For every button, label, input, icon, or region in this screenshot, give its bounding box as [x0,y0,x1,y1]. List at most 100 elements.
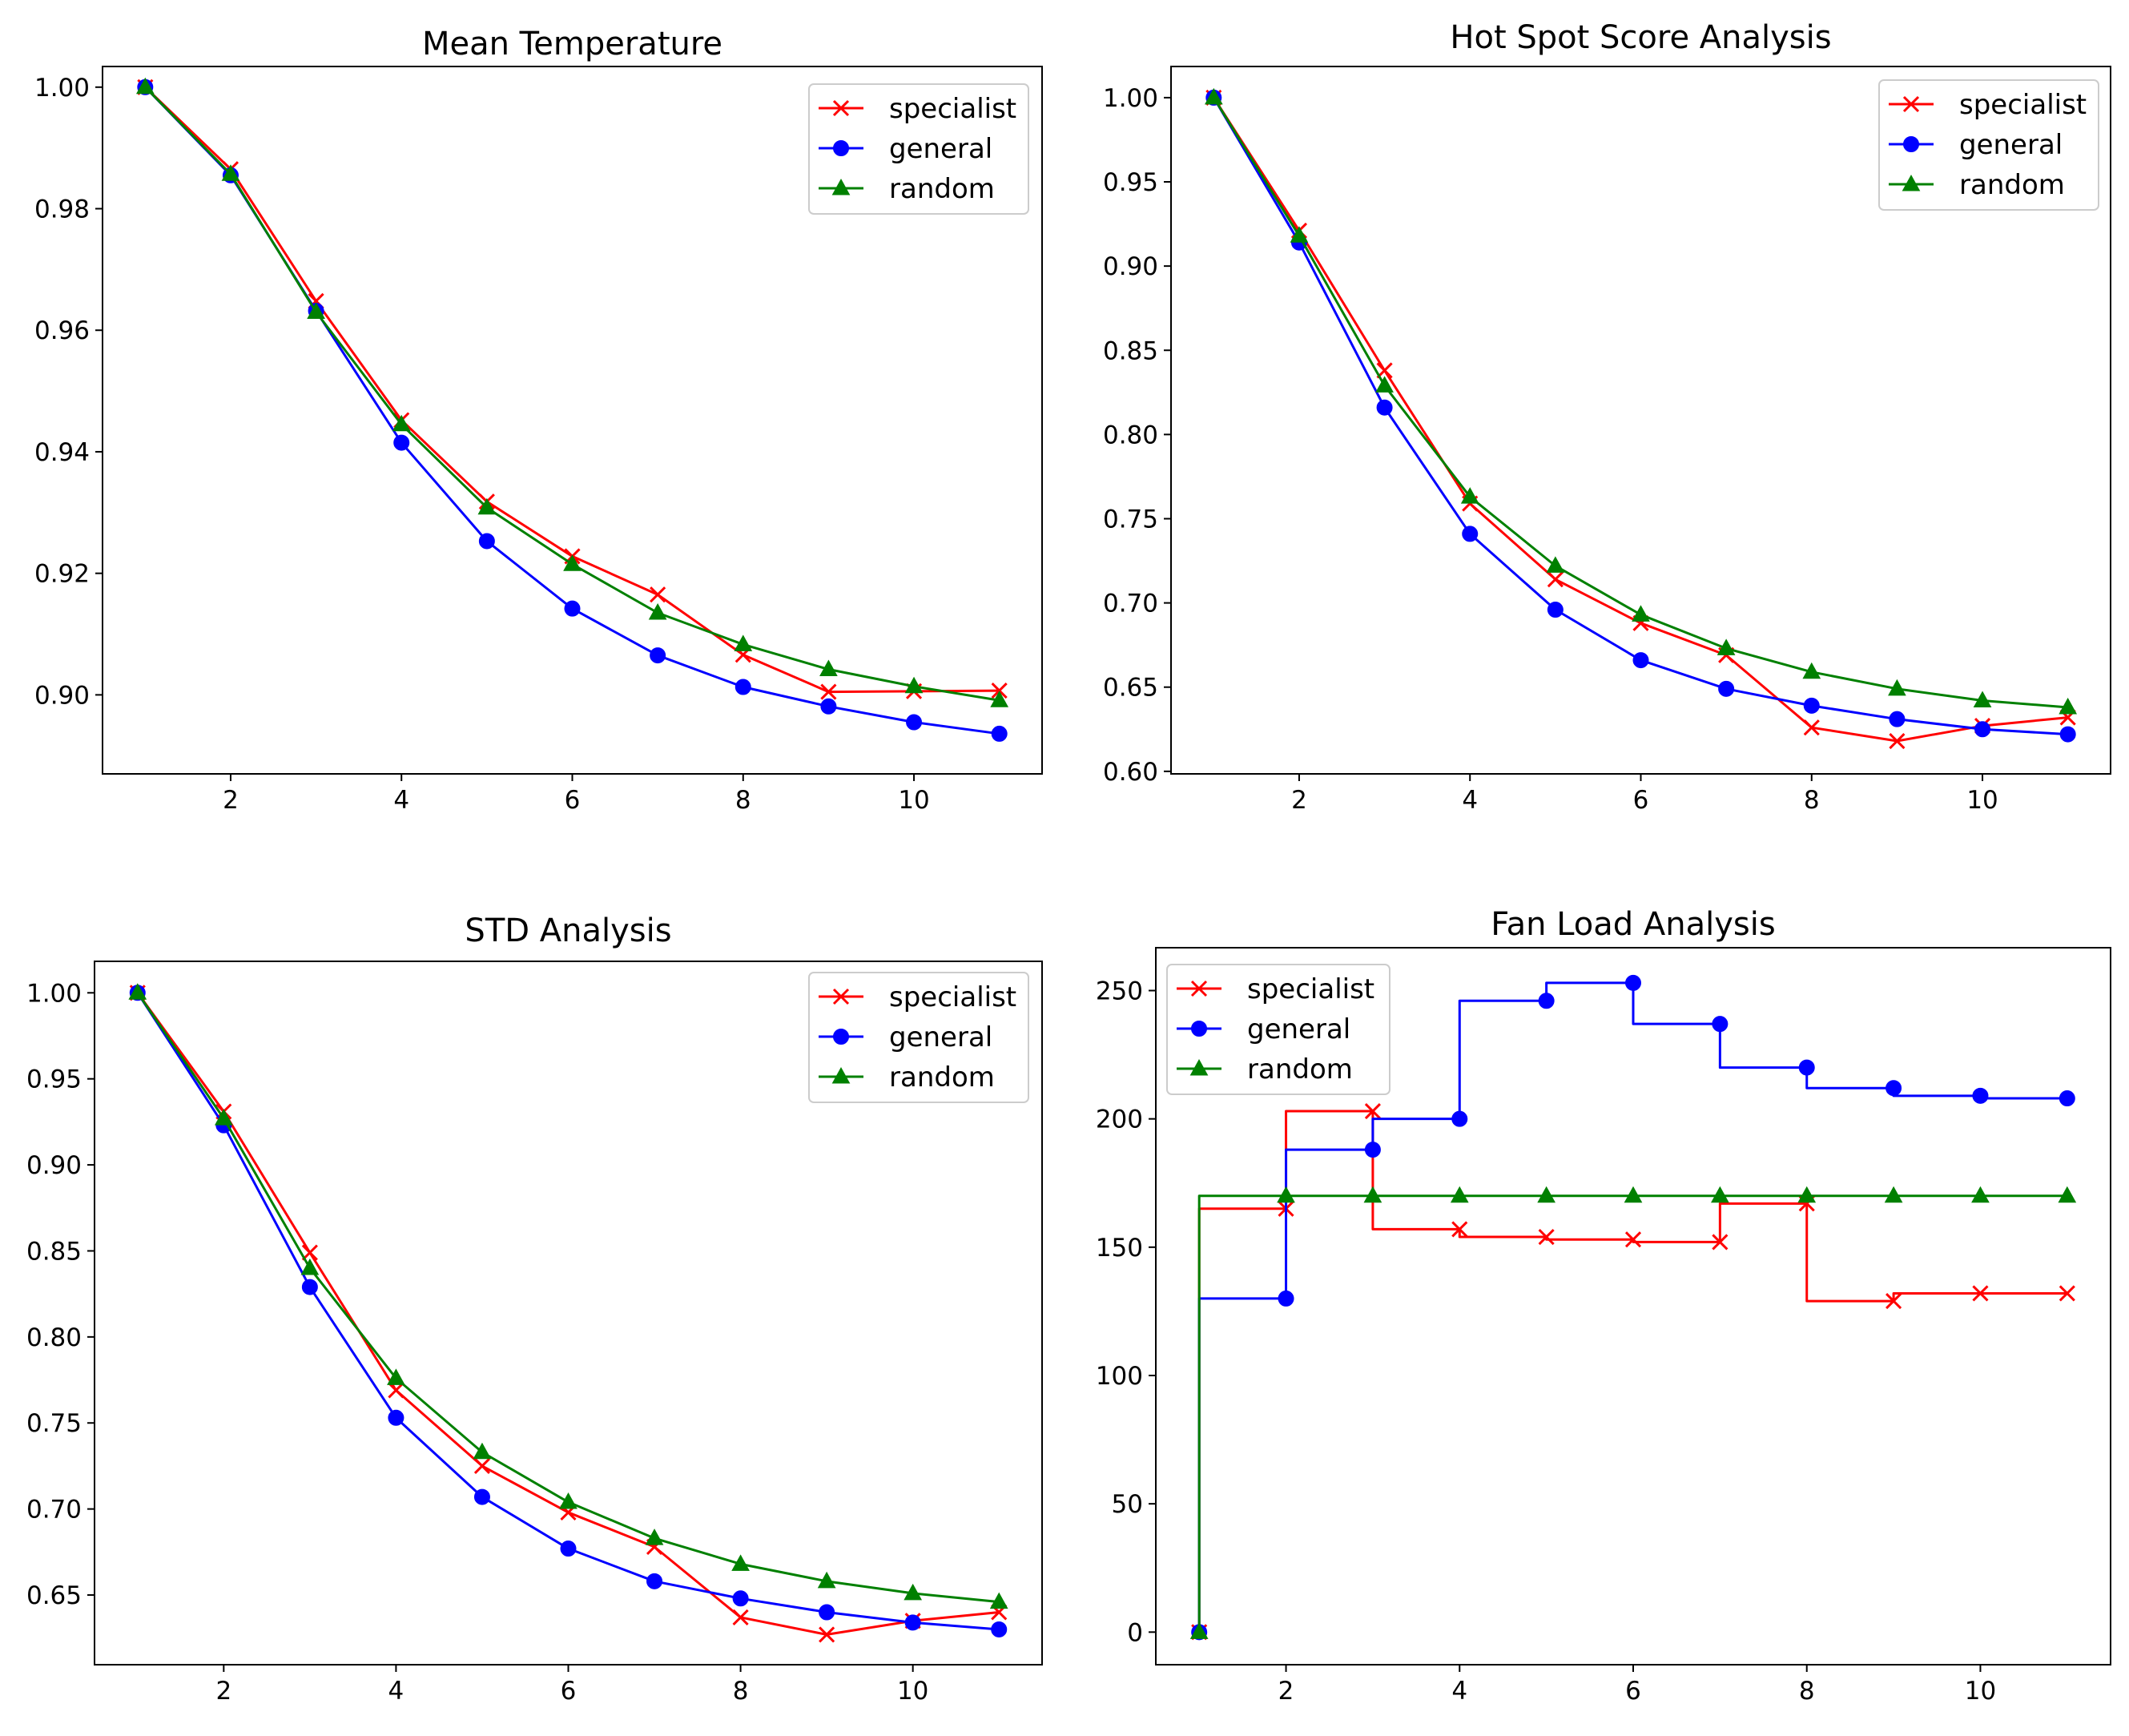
legend-entry-general: general [819,133,992,165]
data-point [128,983,147,1000]
data-point [731,1554,750,1571]
data-point [820,683,837,700]
legend-marker [1190,980,1208,997]
legend-marker [831,1066,851,1084]
chart-title: Mean Temperature [422,26,722,62]
data-point [1538,1228,1555,1246]
legend-marker [1191,1021,1207,1037]
data-point [1624,1231,1642,1248]
data-point [650,647,666,664]
legend-entry-general: general [819,1021,992,1053]
data-point [1625,974,1641,991]
data-point [648,602,667,620]
legend-entry-specialist: specialist [819,981,1016,1013]
data-point [388,1382,404,1399]
data-point [1538,993,1555,1009]
y-tick-label: 0.65 [26,1581,82,1610]
data-point [904,1583,923,1601]
legend-marker [1902,174,1921,191]
legend-box [808,83,1029,215]
y-tick-label: 1.00 [26,979,82,1008]
data-point [989,1592,1008,1609]
legend: specialist general random [1878,79,2099,211]
x-tick-label: 6 [561,1677,577,1706]
x-tick-label: 4 [1451,1677,1467,1706]
data-point [388,1409,404,1426]
legend-label: specialist [889,93,1016,125]
y-tick-label: 0.94 [34,438,90,467]
y-tick-label: 0.60 [1103,758,1158,787]
data-point [1547,571,1564,588]
data-point [221,164,240,181]
data-point [300,1258,320,1275]
y-tick-label: 250 [1096,977,1143,1005]
data-point [734,679,751,695]
y-tick-label: 0.95 [26,1065,82,1094]
legend-marker [1902,95,1920,113]
legend-entry-specialist: specialist [1177,973,1374,1005]
data-point [387,1368,405,1385]
data-point [1450,1186,1469,1203]
data-point [477,497,497,515]
data-point [1802,662,1821,679]
x-tick-label: 4 [1462,786,1478,815]
data-point [1624,1186,1643,1203]
data-point [1278,1290,1294,1307]
data-point [1376,399,1393,416]
data-point [1972,1285,1989,1302]
y-tick-label: 100 [1096,1362,1143,1391]
y-tick-label: 0.90 [34,681,90,710]
y-tick-label: 0 [1127,1618,1143,1647]
legend-label: general [1959,129,2063,161]
data-point [1886,1293,1902,1310]
legend-entry-random: random [819,1061,995,1094]
data-point [473,1457,491,1474]
legend-marker [833,140,849,156]
data-point [904,1614,921,1631]
legend-label: random [889,1061,995,1094]
data-point [1364,1142,1381,1158]
series-random [135,77,1009,707]
data-point [2059,1090,2075,1107]
legend-entry-specialist: specialist [819,93,1016,125]
data-point [478,533,495,550]
data-point [473,1442,492,1460]
data-point [646,1573,663,1589]
y-tick-label: 1.00 [1103,84,1158,113]
data-point [2059,697,2078,715]
data-point [734,634,753,651]
data-point [1884,1186,1903,1203]
data-point [819,659,838,677]
data-point [2059,1285,2075,1302]
data-point [1632,605,1650,622]
legend-entry-random: random [1889,169,2065,201]
chart-title: Hot Spot Score Analysis [1450,19,1831,56]
chart-hot-spot-score: Hot Spot Score Analysis 2 4 6 8 10 0.60 0.65 0.7… [1103,19,2111,815]
data-point [732,1609,749,1626]
y-tick-label: 200 [1096,1106,1143,1134]
series-random [128,983,1008,1609]
data-point [1889,732,1906,750]
x-tick-label: 6 [1633,786,1649,815]
x-tick-label: 8 [1799,1677,1815,1706]
data-point [559,1492,578,1509]
y-tick-label: 0.95 [1103,168,1158,197]
legend: specialist general random [1166,964,1390,1095]
y-tick-label: 1.00 [34,74,90,103]
legend-box [1878,79,2099,211]
data-point [1712,1016,1729,1033]
legend: specialist general random [808,83,1029,215]
data-point [307,302,325,319]
data-point [1889,711,1906,727]
data-point [1797,1186,1817,1203]
data-point [2058,1186,2077,1203]
y-tick-label: 0.90 [26,1151,82,1180]
data-point [560,1541,577,1557]
data-point [563,554,582,571]
data-point [1712,1234,1729,1251]
x-tick-label: 8 [735,786,751,815]
legend-marker [832,988,850,1005]
y-tick-label: 0.70 [26,1496,82,1525]
x-tick-label: 10 [898,786,929,815]
